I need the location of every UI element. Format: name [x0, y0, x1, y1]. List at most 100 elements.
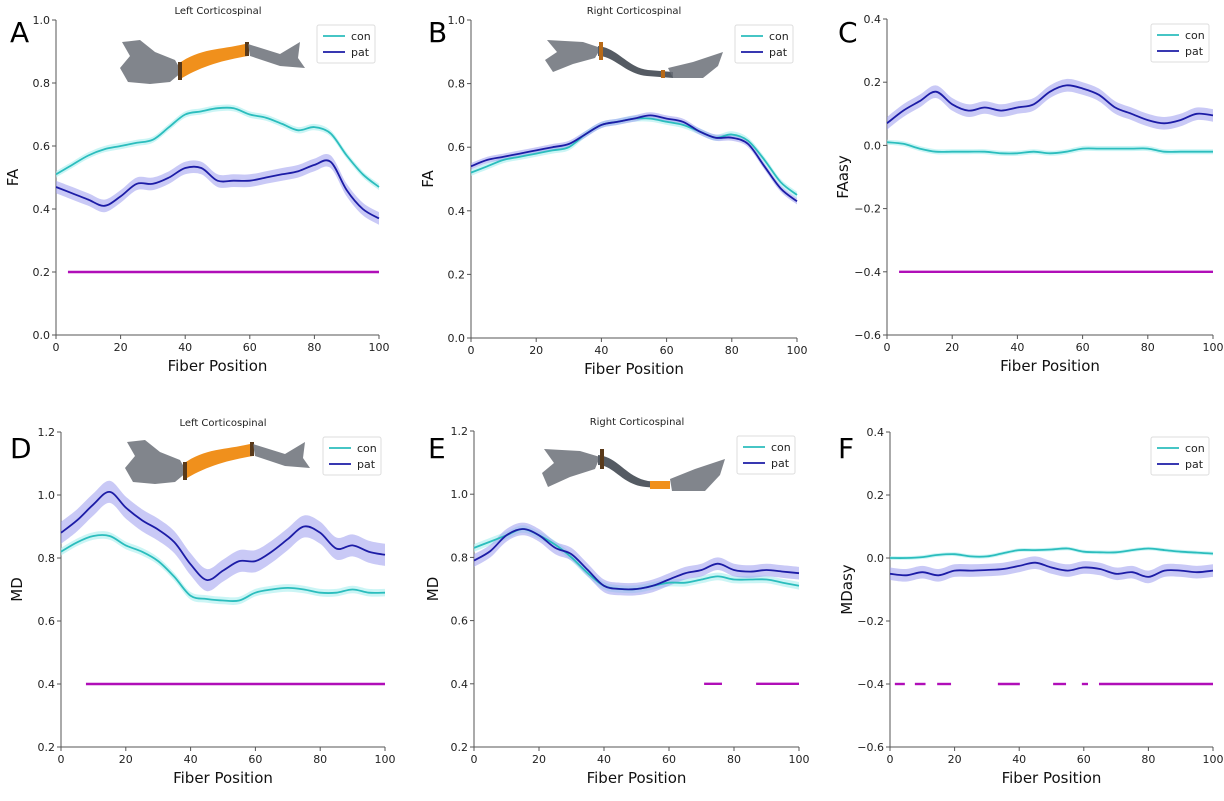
- y-tick-label: −0.4: [854, 266, 881, 279]
- x-tick-label: 20: [114, 341, 128, 354]
- tract-marker: [661, 70, 665, 78]
- y-tick-label: 0.2: [38, 741, 56, 754]
- y-tick-label: 0.6: [38, 615, 56, 628]
- legend-label-pat: pat: [771, 457, 790, 470]
- panel-letter: F: [838, 432, 854, 465]
- y-tick-label: 1.0: [33, 14, 51, 27]
- ci-band-con: [56, 104, 379, 191]
- tract-left-fan: [120, 40, 182, 84]
- ci-band-con: [61, 531, 385, 605]
- x-tick-label: 60: [243, 341, 257, 354]
- panel-letter: A: [10, 16, 29, 49]
- legend-label-pat: pat: [351, 46, 370, 59]
- x-tick-label: 0: [887, 753, 894, 766]
- panel-f: F 0 20 40 60 80 100 −0.6 −0.4 −0.2 0.0 0.2 0.4 Fiber …: [838, 426, 1224, 787]
- legend-box: [736, 435, 796, 475]
- y-tick-label: 0.0: [448, 332, 466, 345]
- legend-label-con: con: [351, 30, 371, 43]
- y-axis-label: FAasy: [834, 155, 852, 199]
- x-tick-label: 100: [787, 344, 808, 357]
- y-axis-label: MD: [424, 577, 442, 602]
- y-tick-label: 0.2: [448, 268, 466, 281]
- x-tick-label: 40: [1012, 753, 1026, 766]
- y-tick-label: 0.4: [38, 678, 56, 691]
- chart-title: Right Corticospinal: [587, 6, 682, 17]
- y-tick-label: −0.6: [857, 741, 884, 754]
- y-tick-label: 0.6: [451, 615, 469, 628]
- legend-label-pat: pat: [1185, 45, 1204, 58]
- x-tick-label: 40: [1010, 341, 1024, 354]
- y-axis-label: MD: [8, 577, 26, 602]
- x-tick-label: 0: [468, 344, 475, 357]
- y-tick-label: 1.2: [451, 425, 469, 438]
- y-axis-label: MDasy: [838, 564, 856, 614]
- legend-box: [322, 436, 382, 476]
- x-tick-label: 100: [375, 753, 396, 766]
- y-tick-label: 0.4: [867, 426, 885, 439]
- tract-right-fan: [670, 459, 725, 491]
- x-tick-label: 80: [1141, 753, 1155, 766]
- tract-marker: [245, 42, 249, 56]
- legend-box: [316, 24, 376, 64]
- tract-right-fan: [248, 42, 305, 68]
- y-tick-label: −0.4: [857, 678, 884, 691]
- panel-letter: E: [428, 432, 446, 465]
- panel-d: D Left Corticospinal 0 20 40 60 80 100 0.2 0.4 0.6…: [8, 418, 396, 787]
- x-axis-label: Fiber Position: [173, 769, 273, 787]
- series-line-con: [473, 528, 800, 591]
- y-tick-label: −0.2: [857, 615, 884, 628]
- x-axis-label: Fiber Position: [587, 769, 687, 787]
- panel-letter: D: [10, 432, 32, 465]
- series-line-con: [889, 547, 1214, 559]
- x-tick-label: 20: [945, 341, 959, 354]
- y-tick-label: 0.4: [864, 13, 882, 26]
- tract-left-fan: [125, 440, 187, 484]
- legend-label-pat: pat: [769, 46, 788, 59]
- legend-label-con: con: [771, 441, 791, 454]
- panel-letter: B: [428, 16, 447, 49]
- series-line-pat: [889, 561, 1214, 578]
- tract-left-fan: [545, 40, 601, 72]
- y-tick-label: 0.2: [867, 489, 885, 502]
- y-tick-label: 0.4: [448, 205, 466, 218]
- series-line-con: [470, 117, 798, 196]
- y-tick-label: 1.0: [448, 14, 466, 27]
- tract-highlight-segment: [178, 44, 248, 78]
- tract-right-fan: [668, 52, 723, 78]
- x-tick-label: 20: [532, 753, 546, 766]
- x-tick-label: 60: [1076, 341, 1090, 354]
- legend-box: [1150, 436, 1210, 476]
- x-axis-label: Fiber Position: [168, 357, 268, 375]
- tract-left-fan: [542, 449, 600, 487]
- series-line-con: [55, 106, 380, 188]
- tract-marker: [183, 462, 187, 480]
- legend-box: [1150, 23, 1210, 63]
- y-tick-label: 1.0: [38, 489, 56, 502]
- y-tick-label: 0.6: [33, 140, 51, 153]
- y-axis-label: FA: [419, 170, 437, 188]
- ci-band-pat: [890, 556, 1213, 584]
- x-tick-label: 0: [471, 753, 478, 766]
- chart-title: Left Corticospinal: [179, 418, 266, 429]
- x-tick-label: 40: [597, 753, 611, 766]
- tract-rendering: [120, 40, 305, 84]
- y-tick-label: 0.0: [864, 139, 882, 152]
- x-axis-label: Fiber Position: [584, 360, 684, 378]
- legend-label-con: con: [1185, 442, 1205, 455]
- y-tick-label: 0.8: [448, 78, 466, 91]
- legend-box: [734, 24, 794, 64]
- chart-title: Left Corticospinal: [174, 6, 261, 17]
- tract-marker: [600, 449, 604, 469]
- x-tick-label: 60: [1077, 753, 1091, 766]
- ci-band-pat: [61, 480, 385, 592]
- panel-a: A Left Corticospinal 0 20 40 60 80 100 0.0 0.2 0.4…: [4, 6, 390, 375]
- ci-band-pat: [474, 522, 799, 596]
- x-tick-label: 20: [119, 753, 133, 766]
- x-tick-label: 100: [1203, 753, 1224, 766]
- tract-highlight-segment: [183, 444, 253, 478]
- x-tick-label: 60: [662, 753, 676, 766]
- y-tick-label: 0.2: [33, 266, 51, 279]
- x-tick-label: 20: [948, 753, 962, 766]
- x-tick-label: 100: [1203, 341, 1224, 354]
